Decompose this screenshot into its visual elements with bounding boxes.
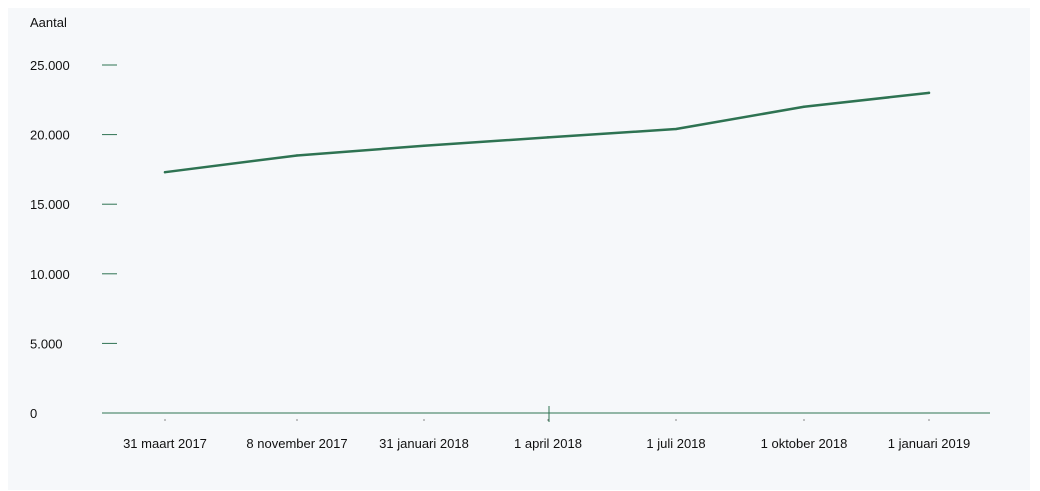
x-tick-label: 1 april 2018 bbox=[514, 436, 582, 451]
x-tick-label: 1 juli 2018 bbox=[646, 436, 705, 451]
x-axis-ticks: 31 maart 2017 8 november 2017 31 januari 2… bbox=[123, 406, 970, 451]
y-tick-label: 25.000 bbox=[30, 58, 70, 73]
data-point bbox=[422, 144, 426, 147]
line-chart: Aantal 0 5.000 10.000 15.000 20.000 25.000 31… bbox=[30, 15, 990, 451]
y-tick-label: 0 bbox=[30, 406, 37, 421]
y-tick-label: 10.000 bbox=[30, 267, 70, 282]
chart-panel: Aantal 0 5.000 10.000 15.000 20.000 25.000 31… bbox=[8, 8, 1030, 490]
series-line-group bbox=[163, 91, 931, 174]
y-axis-title: Aantal bbox=[30, 15, 67, 30]
data-point bbox=[163, 170, 167, 174]
data-point bbox=[802, 105, 806, 108]
data-point bbox=[927, 91, 931, 95]
x-tick-label: 31 januari 2018 bbox=[379, 436, 469, 451]
data-point bbox=[674, 127, 678, 131]
series-line bbox=[163, 91, 931, 174]
data-point bbox=[546, 136, 550, 139]
y-tick-label: 15.000 bbox=[30, 197, 70, 212]
x-tick-label: 1 oktober 2018 bbox=[761, 436, 848, 451]
data-point bbox=[295, 154, 299, 157]
y-axis-ticks: 0 5.000 10.000 15.000 20.000 25.000 bbox=[30, 58, 117, 421]
y-tick-label: 20.000 bbox=[30, 128, 70, 143]
x-tick-label: 8 november 2017 bbox=[246, 436, 347, 451]
x-tick-label: 1 januari 2019 bbox=[888, 436, 970, 451]
x-tick-label: 31 maart 2017 bbox=[123, 436, 207, 451]
y-tick-label: 5.000 bbox=[30, 336, 63, 351]
